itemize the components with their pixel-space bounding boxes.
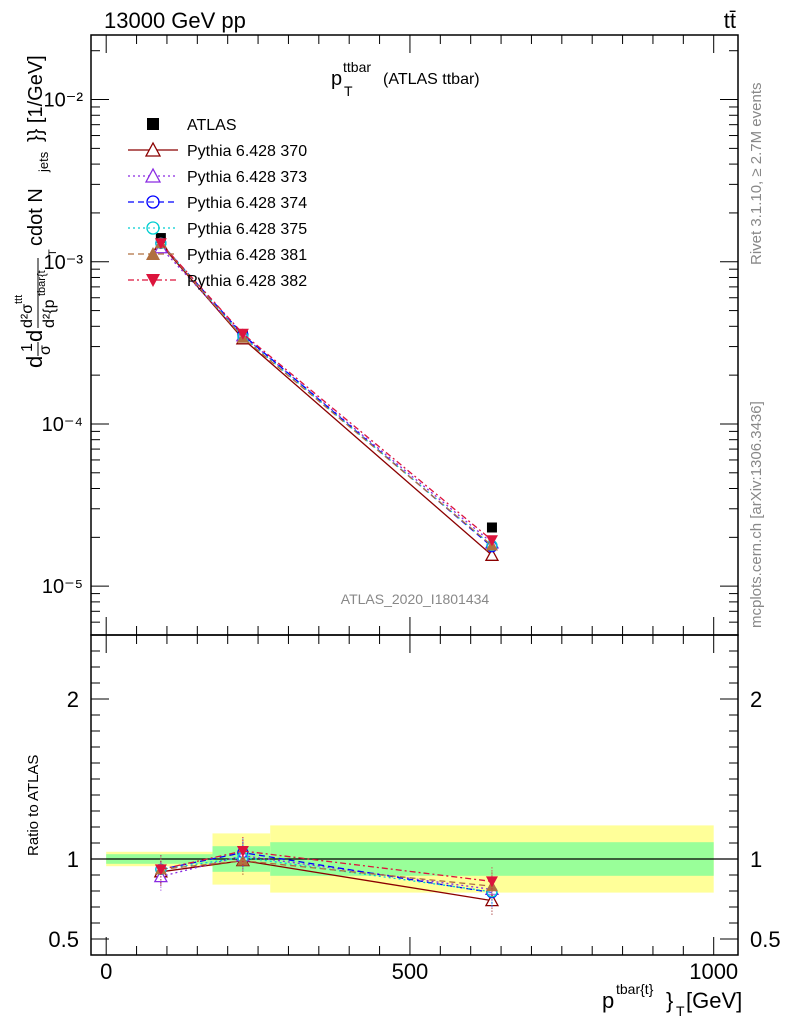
header-right: tt̄: [724, 8, 736, 33]
xtick-label: 0: [100, 959, 112, 984]
legend-entry-4: Pythia 6.428 375: [128, 221, 307, 238]
svg-text:d: d: [22, 356, 47, 368]
series-line: [160, 243, 493, 556]
ratio-ytick-label-right: 2: [750, 687, 762, 712]
ratio-series-5: [154, 837, 498, 896]
ylabel-sigma: σ: [37, 345, 54, 355]
ratio-ytick-label: 0.5: [48, 927, 79, 952]
xlabel-p: p: [602, 988, 614, 1013]
legend-marker: [146, 195, 160, 209]
xlabel-sup: tbar{t}: [616, 981, 654, 997]
ratio-point: [153, 869, 168, 883]
legend-label: ATLAS: [187, 117, 237, 134]
legend-entry-3: Pythia 6.428 374: [128, 195, 307, 212]
legend-marker: [146, 221, 160, 235]
main-series-group: [153, 233, 500, 561]
legend-label: Pythia 6.428 373: [187, 169, 307, 186]
legend-label: Pythia 6.428 382: [187, 273, 307, 290]
ylabel-d2: d: [22, 330, 47, 342]
xtick-label: 500: [392, 959, 429, 984]
ylabel-d2sigma: d²σ: [19, 304, 36, 328]
xtick-label: 1000: [689, 959, 738, 984]
main-ytick-label: 10⁻²: [44, 90, 84, 112]
ylabel-d: d: [22, 356, 47, 368]
ylabel-ttt: ttt: [13, 295, 25, 304]
ratio-ytick-label: 1: [67, 847, 79, 872]
plot-title-p: p: [331, 68, 342, 90]
legend-label: Pythia 6.428 374: [187, 195, 307, 212]
data-point: [154, 238, 167, 250]
mcplots-label: mcplots.cern.ch [arXiv:1306.3436]: [748, 401, 765, 628]
xlabel-unit: [GeV]: [686, 988, 742, 1013]
data-point: [484, 547, 500, 561]
ratio-series-group: [153, 837, 500, 915]
legend-marker: [144, 141, 162, 157]
x-axis-label: p tbar{t} } T [GeV]: [602, 981, 742, 1019]
legend-entry-2: Pythia 6.428 373: [128, 167, 307, 186]
y-axis-label-ratio: Ratio to ATLAS: [25, 755, 42, 856]
ylabel-one: 1: [19, 343, 36, 352]
legend-marker: [147, 118, 159, 130]
ylabel-denom-sup: tbar{t: [36, 270, 48, 296]
main-ytick-label: 10⁻⁵: [42, 576, 83, 598]
legend-entry-1: Pythia 6.428 370: [128, 141, 307, 160]
legend-marker: [144, 167, 162, 183]
data-point: [486, 522, 497, 533]
ratio-point: [236, 846, 249, 857]
legend-label: Pythia 6.428 381: [187, 247, 307, 264]
ratio-panel-frame: [90, 634, 739, 956]
ratio-ytick-label-right: 1: [750, 847, 762, 872]
ratio-bands: [91, 825, 738, 893]
y-axis-label-main: d 1 σ d d²σ ttt d²{p tbar{t T cdot N jet…: [13, 55, 59, 368]
legend-label: Pythia 6.428 375: [187, 221, 307, 238]
legend-marker: [146, 274, 160, 287]
ylabel-denom: d²{p: [41, 299, 58, 328]
xlabel-close: }: [666, 988, 673, 1013]
ratio-point: [485, 876, 498, 888]
legend-entry-5: Pythia 6.428 381: [128, 247, 307, 264]
ratio-ytick-label: 2: [67, 687, 79, 712]
plot-title-sub: T: [344, 83, 353, 99]
header-left: 13000 GeV pp: [104, 8, 246, 33]
main-ytick-label: 10⁻⁴: [42, 414, 83, 436]
legend-entry-0: ATLAS: [147, 117, 237, 134]
ylabel-tail: }} [1/GeV]: [25, 55, 47, 142]
legend: ATLAS Pythia 6.428 370 Pythia 6.428 373 Pyt…: [128, 117, 307, 290]
axis-ticks: 10⁻⁵ 10⁻⁴ 10⁻³ 10⁻² 0.5 0.5 1 1 2 2 0 500 1000: [42, 35, 781, 984]
data-point: [236, 328, 249, 340]
watermark: ATLAS_2020_I1801434: [341, 591, 490, 607]
ratio-ytick-label-right: 0.5: [750, 927, 781, 952]
plot-title-rest: (ATLAS ttbar): [383, 71, 480, 88]
main-ytick-label: 10⁻³: [44, 252, 84, 274]
ratio-point: [154, 864, 167, 876]
legend-label: Pythia 6.428 370: [187, 143, 307, 160]
ylabel-jets: jets: [36, 151, 51, 173]
xlabel-sub: T: [676, 1003, 685, 1019]
plot-title-sup: ttbar: [343, 59, 371, 75]
ylabel-cdot: cdot N: [25, 188, 47, 246]
ratio-point: [236, 854, 249, 866]
data-point: [485, 535, 498, 547]
legend-marker: [146, 247, 160, 260]
plot-title: p ttbar T (ATLAS ttbar): [331, 59, 480, 99]
rivet-label: Rivet 3.1.10, ≥ 2.7M events: [748, 83, 765, 266]
legend-entry-6: Pythia 6.428 382: [128, 273, 307, 290]
ratio-line: [160, 856, 493, 893]
ylabel-denom-sub: T: [47, 249, 59, 256]
series-6: [154, 238, 498, 547]
